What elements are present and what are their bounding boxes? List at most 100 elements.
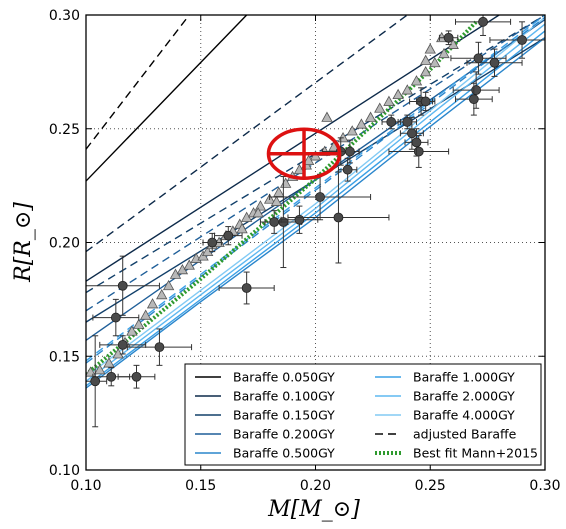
legend-label: Baraffe 2.000GY: [413, 389, 515, 404]
triangle-point-45: [438, 47, 450, 59]
x-tick-labels: 0.10 0.15 0.20 0.25 0.30: [70, 478, 560, 494]
triangle-point-35: [346, 125, 358, 136]
model-line-0: [86, 15, 248, 182]
measured-points: [86, 15, 545, 428]
legend-entry-9: Best fit Mann+2015: [375, 446, 538, 461]
model-line-8: [86, 15, 190, 150]
data-point-19: [397, 114, 417, 130]
triangle-point-43: [419, 66, 432, 77]
triangle-point-53: [252, 207, 264, 218]
legend-label: Baraffe 1.000GY: [413, 370, 515, 385]
data-point-marker: [386, 117, 397, 127]
data-point-marker: [411, 137, 422, 148]
legend-label: Best fit Mann+2015: [413, 446, 538, 461]
triangle-point-38: [374, 102, 386, 113]
data-point-marker: [294, 214, 305, 225]
data-point-marker: [342, 164, 353, 175]
data-point-marker: [333, 212, 344, 223]
triangle-point-49: [419, 54, 432, 65]
triangle-point-42: [410, 75, 423, 86]
triangle-point-40: [392, 88, 404, 100]
triangle-point-10: [162, 279, 175, 291]
triangle-point-37: [364, 111, 377, 122]
data-point-marker: [315, 192, 325, 202]
triangle-point-26: [273, 186, 285, 197]
data-point-marker: [473, 53, 484, 64]
data-point-marker: [106, 371, 117, 382]
data-point-9: [214, 226, 243, 246]
model-line-14: [86, 20, 478, 376]
data-point-marker: [406, 128, 417, 139]
data-point-marker: [117, 339, 128, 350]
data-point-31: [415, 91, 436, 112]
data-point-5: [126, 328, 193, 366]
model-line-11: [86, 15, 545, 312]
x-tick-label-3: 0.25: [415, 478, 446, 494]
triangle-point-41: [401, 84, 413, 95]
legend-label: Baraffe 0.200GY: [233, 427, 335, 442]
data-point-marker: [489, 57, 500, 68]
triangle-point-36: [355, 118, 368, 129]
legend-entry-0: Baraffe 0.050GY: [195, 370, 335, 385]
triangle-point-44: [429, 56, 441, 68]
data-point-28: [466, 48, 523, 77]
triangle-point-8: [146, 298, 159, 309]
legend-entry-7: Baraffe 4.000GY: [375, 408, 515, 423]
triangle-point-5: [126, 325, 138, 336]
data-point-0: [86, 255, 160, 316]
model-line-12: [86, 16, 545, 364]
data-point-26: [450, 41, 507, 75]
legend-entry-4: Baraffe 0.500GY: [195, 446, 335, 461]
legend: Baraffe 0.050GY Baraffe 0.100GY Baraffe 0.…: [184, 363, 542, 466]
triangle-point-52: [270, 195, 283, 206]
data-point-6: [86, 335, 108, 428]
data-point-16: [337, 157, 358, 182]
triangle-point-51: [302, 154, 315, 166]
model-line-9: [86, 15, 408, 253]
plot-frame: [85, 14, 546, 471]
triangle-point-6: [133, 318, 145, 329]
y-tick-label-1: 0.15: [49, 349, 80, 365]
data-point-marker: [443, 32, 454, 43]
data-point-marker: [345, 146, 355, 157]
model-line-13: [86, 15, 545, 362]
x-axis-title: M[M_⊙]: [267, 497, 360, 522]
data-point-marker: [90, 376, 101, 387]
legend-entry-8: adjusted Baraffe: [375, 427, 517, 442]
triangle-point-47: [424, 43, 436, 54]
data-point-27: [454, 15, 512, 36]
triangle-point-2: [103, 357, 115, 368]
data-point-29: [489, 21, 545, 59]
x-tick-label-2: 0.20: [300, 478, 331, 494]
data-point-marker: [131, 371, 142, 382]
highlight-target: [266, 127, 342, 180]
data-point-22: [404, 128, 429, 157]
triangle-point-0: [86, 366, 97, 377]
triangle-point-39: [383, 95, 395, 106]
data-point-13: [269, 173, 372, 221]
data-point-marker: [471, 85, 482, 95]
data-point-marker: [468, 94, 479, 105]
y-tick-label-0: 0.10: [49, 463, 80, 479]
data-point-4: [117, 364, 156, 389]
model-line-6: [86, 23, 545, 382]
legend-entry-3: Baraffe 0.200GY: [195, 427, 335, 442]
triangle-point-31: [309, 150, 322, 161]
triangle-point-9: [156, 289, 168, 300]
legend-label: Baraffe 4.000GY: [413, 408, 515, 423]
data-point-30: [438, 30, 459, 46]
legend-label: Baraffe 0.100GY: [233, 389, 335, 404]
legend-label: Baraffe 0.150GY: [233, 408, 335, 423]
legend-label: Baraffe 0.050GY: [233, 370, 335, 385]
data-point-14: [287, 171, 390, 264]
data-point-marker: [413, 146, 424, 157]
x-tick-label-1: 0.15: [185, 478, 216, 494]
model-line-10: [86, 15, 545, 294]
legend-label: Baraffe 0.500GY: [233, 446, 335, 461]
legend-entry-1: Baraffe 0.100GY: [195, 389, 335, 404]
data-point-marker: [223, 230, 234, 241]
data-point-marker: [241, 283, 252, 293]
data-point-marker: [420, 96, 431, 107]
grid: [86, 15, 545, 470]
legend-entry-6: Baraffe 2.000GY: [375, 389, 515, 404]
